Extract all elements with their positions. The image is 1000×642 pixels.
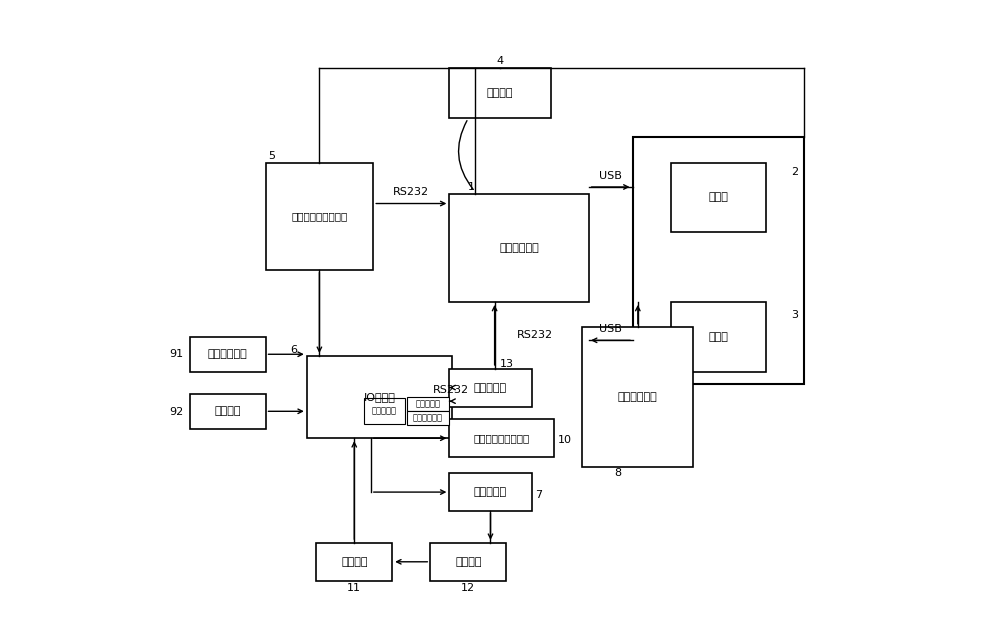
Text: 工业平板电脑: 工业平板电脑 bbox=[499, 243, 539, 253]
Text: RS232: RS232 bbox=[517, 330, 553, 340]
Text: 数字量输入: 数字量输入 bbox=[372, 406, 397, 415]
Text: 5: 5 bbox=[268, 152, 275, 161]
Bar bbox=[407, 397, 449, 411]
Text: 步进电机: 步进电机 bbox=[455, 557, 482, 567]
Bar bbox=[449, 419, 554, 457]
Bar bbox=[316, 542, 392, 581]
Text: 12: 12 bbox=[461, 584, 475, 593]
Bar bbox=[449, 369, 532, 406]
Text: 7: 7 bbox=[535, 490, 542, 499]
Bar bbox=[307, 356, 452, 438]
Bar bbox=[582, 327, 693, 467]
Bar bbox=[449, 67, 551, 118]
Text: 扫码枪: 扫码枪 bbox=[709, 332, 729, 342]
Text: 位置检测: 位置检测 bbox=[341, 557, 368, 567]
Text: 高低频冲输出: 高低频冲输出 bbox=[413, 413, 443, 422]
Text: RS232: RS232 bbox=[393, 187, 429, 197]
Text: 银胶位置检测主控板: 银胶位置检测主控板 bbox=[291, 211, 348, 221]
Text: 8: 8 bbox=[614, 468, 621, 478]
Bar bbox=[266, 162, 373, 270]
Text: USB: USB bbox=[599, 171, 622, 180]
Text: 10: 10 bbox=[558, 435, 572, 445]
Text: 4: 4 bbox=[496, 56, 504, 66]
Bar bbox=[190, 337, 266, 372]
Bar bbox=[671, 162, 766, 232]
Text: 门锁控制器: 门锁控制器 bbox=[474, 383, 507, 392]
Text: 面板控制按钮: 面板控制按钮 bbox=[208, 349, 247, 360]
Text: 电子称重系统: 电子称重系统 bbox=[618, 392, 658, 402]
Text: 指示灯和声光报警器: 指示灯和声光报警器 bbox=[473, 433, 530, 443]
Bar bbox=[430, 542, 506, 581]
Text: 92: 92 bbox=[169, 406, 183, 417]
Bar bbox=[364, 397, 405, 424]
Text: 1: 1 bbox=[468, 182, 475, 192]
Text: IO控制卡: IO控制卡 bbox=[364, 392, 396, 402]
Text: 打印机: 打印机 bbox=[709, 193, 729, 202]
Text: 11: 11 bbox=[347, 584, 361, 593]
Text: 13: 13 bbox=[500, 359, 514, 369]
Text: USB: USB bbox=[599, 324, 622, 334]
Bar bbox=[449, 195, 589, 302]
Text: 控制电源: 控制电源 bbox=[487, 88, 513, 98]
Bar bbox=[633, 137, 804, 385]
Bar bbox=[671, 302, 766, 372]
Text: 步进驱动器: 步进驱动器 bbox=[474, 487, 507, 497]
Bar bbox=[449, 473, 532, 511]
Text: RS232: RS232 bbox=[433, 385, 469, 395]
Text: 行程开关: 行程开关 bbox=[214, 406, 241, 416]
Text: 数字量输出: 数字量输出 bbox=[416, 399, 441, 408]
Text: 3: 3 bbox=[791, 309, 798, 320]
Bar bbox=[407, 411, 449, 425]
Bar bbox=[190, 394, 266, 429]
Text: 91: 91 bbox=[169, 349, 183, 359]
Text: 2: 2 bbox=[791, 167, 799, 177]
Text: 6: 6 bbox=[290, 345, 297, 354]
